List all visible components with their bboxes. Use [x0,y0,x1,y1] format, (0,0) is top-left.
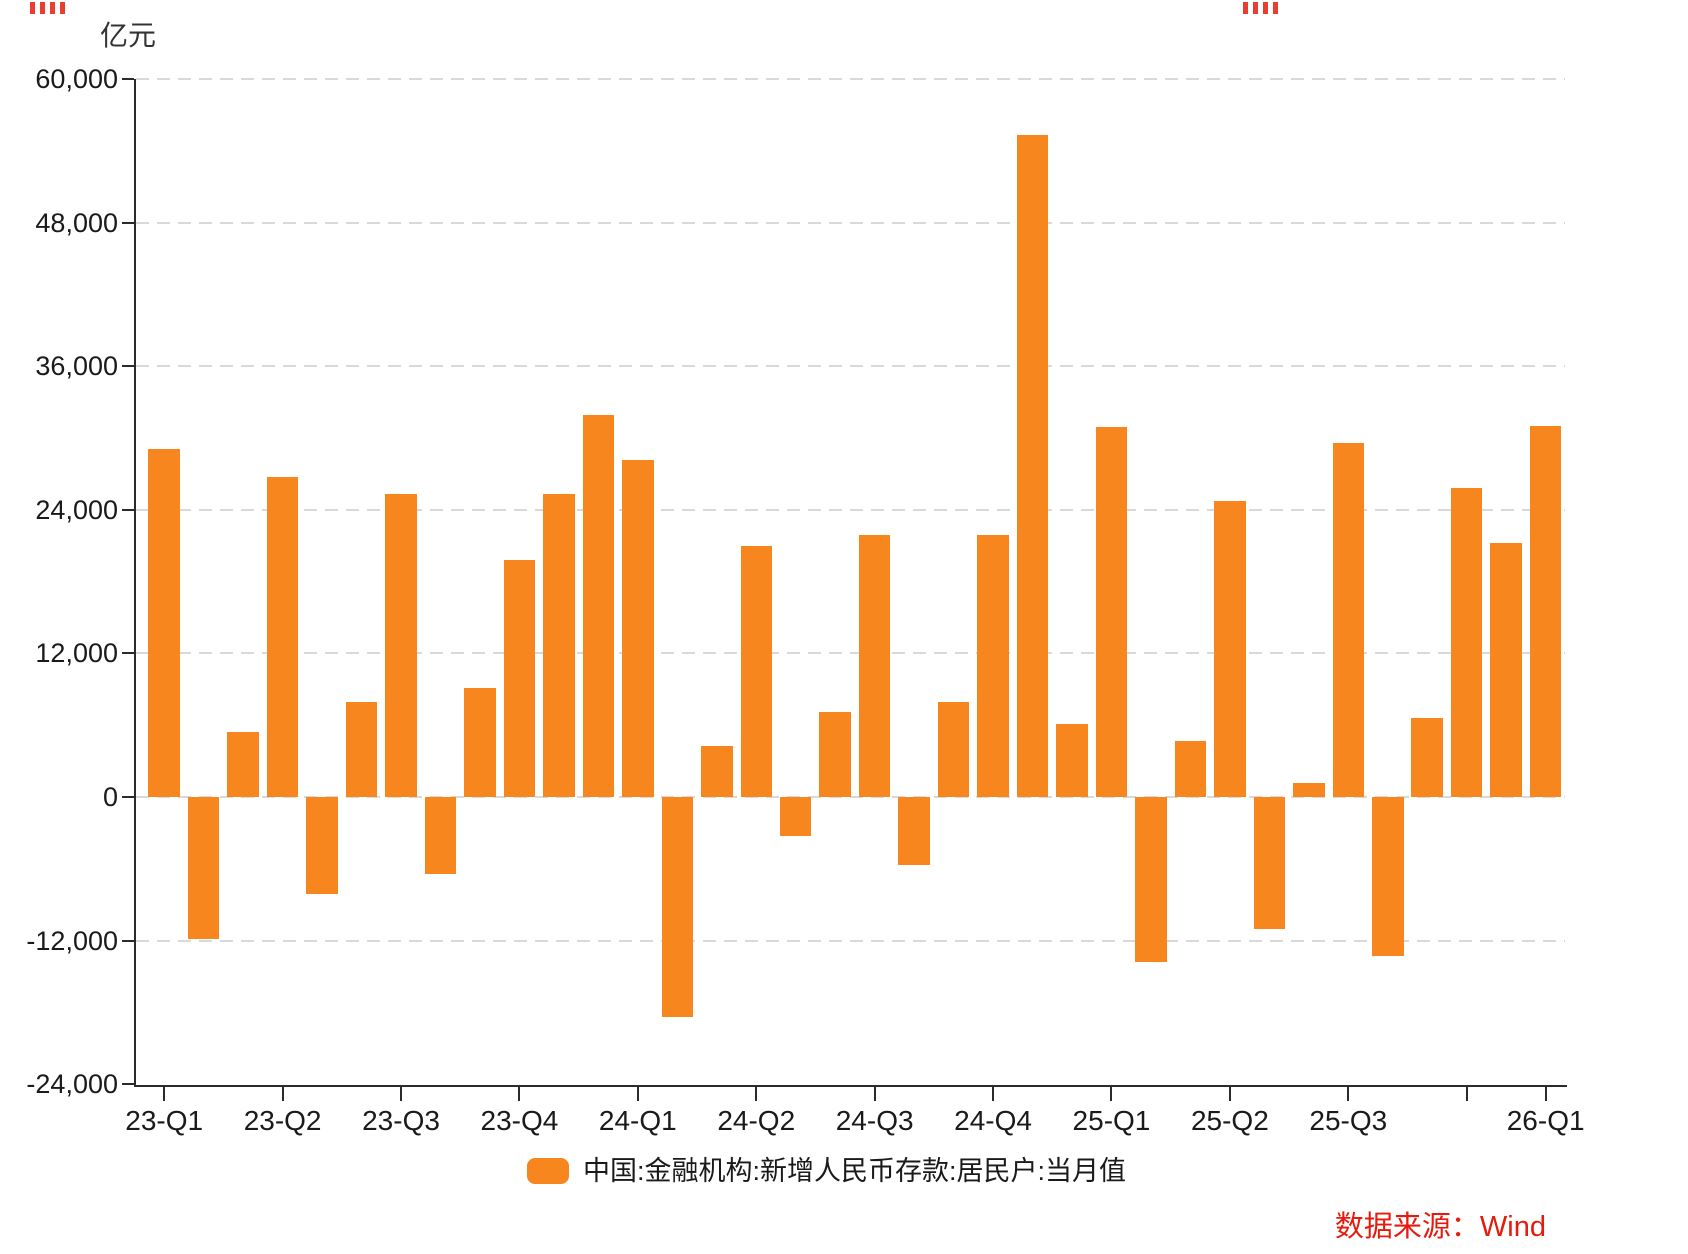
data-source-label: 数据来源：Wind [1334,1211,1546,1243]
legend-label: 中国:金融机构:新增人民币存款:居民户:当月值 [583,1156,1127,1186]
bar [779,797,812,837]
bar [385,494,417,797]
x-axis-tick [755,1087,758,1101]
bar [1214,501,1246,797]
y-tick-label: 60,000 [35,64,118,94]
bar [1529,426,1562,797]
bar [858,534,891,797]
bar [582,415,615,797]
bar [1016,135,1049,797]
y-tick-label: 48,000 [35,207,118,238]
x-axis-tick [1544,1087,1547,1101]
x-tick-label: 23-Q3 [362,1105,440,1136]
bar [266,477,299,797]
y-tick-label: -12,000 [26,925,118,956]
bar [1135,797,1167,963]
y-axis-line [134,79,136,1087]
x-axis-tick [281,1087,284,1101]
bar [1332,442,1365,797]
x-tick-label: 25-Q2 [1190,1105,1269,1136]
x-axis-tick [1228,1087,1231,1101]
y-axis-tick [122,1083,134,1086]
legend: 中国:金融机构:新增人民币存款:居民户:当月值 [527,1156,1126,1186]
x-axis-tick [1110,1087,1113,1101]
bar [464,688,496,797]
bar [148,448,180,797]
y-axis-tick [122,221,134,224]
bar [898,797,930,866]
y-tick-label: 12,000 [35,638,118,669]
bar [1490,543,1522,797]
x-tick-label: 24-Q1 [598,1105,677,1136]
gridline [136,652,1565,655]
x-axis-tick [873,1087,876,1101]
bar [1253,797,1286,929]
y-axis-tick [122,652,134,655]
bar [187,797,220,940]
bar [977,534,1009,797]
bar [740,545,772,797]
gridline [136,796,1565,798]
bar [503,560,536,797]
bar [1450,488,1483,797]
x-axis-tick [518,1087,521,1101]
bar [424,797,457,874]
x-tick-label: 25-Q1 [1072,1105,1151,1136]
bar [1095,427,1128,797]
bar [1293,782,1325,797]
x-tick-label: 25-Q3 [1309,1105,1388,1136]
clipped-red-mark-left [30,2,66,14]
x-tick-label: 24-Q2 [717,1105,796,1136]
x-axis-line [134,1085,1567,1087]
x-axis-tick [1347,1087,1350,1101]
bar [306,797,338,894]
y-axis-tick [122,78,134,80]
gridline [136,508,1565,511]
gridline [136,939,1565,942]
x-axis-tick [992,1087,995,1101]
bar [1372,797,1404,957]
bar [1174,740,1207,797]
bar [661,797,694,1018]
x-tick-label: 26-Q1 [1506,1105,1585,1136]
x-axis-tick [163,1087,166,1101]
y-tick-label: 0 [102,782,118,812]
gridline [136,78,1565,80]
gridline [136,221,1565,224]
gridline [136,365,1565,368]
bar [1411,718,1443,797]
bar [701,745,733,797]
bar [1056,724,1088,797]
bar [622,459,654,797]
x-tick-label: 23-Q2 [243,1105,322,1136]
bar [345,702,378,797]
clipped-red-mark-right [1243,2,1279,14]
x-axis-tick [1465,1087,1468,1101]
y-tick-label: 24,000 [35,494,118,525]
bar [543,494,575,797]
y-axis-tick [122,796,134,798]
x-tick-label: 24-Q3 [835,1105,914,1136]
y-axis-unit-label: 亿元 [100,20,157,51]
x-tick-label: 23-Q4 [480,1105,559,1136]
x-tick-label: 24-Q4 [954,1105,1032,1136]
x-axis-tick [636,1087,639,1101]
legend-swatch [527,1158,569,1184]
bar [937,702,970,797]
y-tick-label: -24,000 [26,1069,118,1100]
y-tick-label: 36,000 [35,351,118,382]
x-axis-tick [400,1087,403,1101]
x-tick-label: 23-Q1 [125,1105,204,1136]
y-axis-tick [122,939,134,942]
y-axis-tick [122,508,134,511]
bar [227,732,259,797]
bar [819,712,851,797]
y-axis-tick [122,365,134,368]
